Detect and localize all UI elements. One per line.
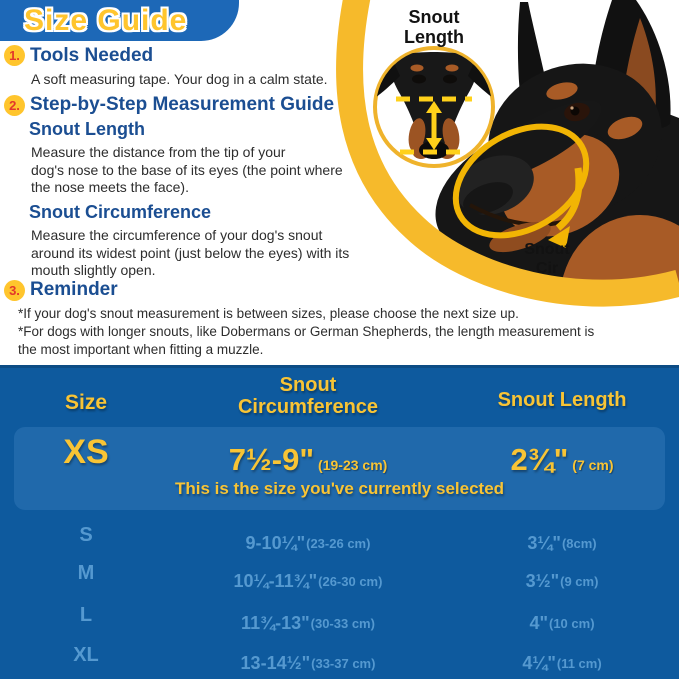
snout-circumference-loop xyxy=(452,123,590,248)
value-cm: (9 cm) xyxy=(560,574,599,589)
value-cm: (11 cm) xyxy=(556,656,602,671)
length-value: 3¼" (8cm) xyxy=(455,518,669,552)
value-inches: 10¼-11¾" xyxy=(233,571,318,591)
value-cm: (33-37 cm) xyxy=(311,656,376,671)
circumference-value: 13-14½" (33-37 cm) xyxy=(198,638,418,672)
page-title: Size Guide xyxy=(24,3,188,37)
table-row-xs: XS 7½-9" (19-23 cm) 2¾" (7 cm) xyxy=(14,427,665,479)
value-cm: (23-26 cm) xyxy=(306,536,371,551)
instruction-line: Measure the circumference of your dog's … xyxy=(31,227,323,243)
table-row-s: S 9-10¼" (23-26 cm) 3¼" (8cm) xyxy=(0,518,679,553)
snout-length-callout: Snout Length xyxy=(404,7,464,47)
note-line: the most important when fitting a muzzle… xyxy=(18,341,264,357)
circumference-value: 11¾-13" (30-33 cm) xyxy=(198,598,418,632)
swoosh-accent xyxy=(336,0,679,307)
snout-circumference-subheading: Snout Circumference xyxy=(29,202,212,222)
circumference-value: 9-10¼" (23-26 cm) xyxy=(198,518,418,552)
circumference-value: 10¼-11¾" (26-30 cm) xyxy=(198,556,418,590)
snout-length-subheading: Snout Length xyxy=(29,119,145,139)
selected-size-note: This is the size you've currently select… xyxy=(174,479,505,498)
table-row-m: M 10¼-11¾" (26-30 cm) 3½" (9 cm) xyxy=(0,556,679,591)
size-label: M xyxy=(77,561,95,584)
value-inches: 4¼" xyxy=(522,653,556,673)
value-inches: 7½-9" xyxy=(228,442,315,477)
column-header-circumference: Snout Circumference xyxy=(237,374,379,418)
reminder-note-1: *If your dog's snout measurement is betw… xyxy=(18,306,519,321)
reminder-note-2: *For dogs with longer snouts, like Dober… xyxy=(18,323,668,358)
value-cm: (30-33 cm) xyxy=(310,616,375,631)
table-row-xl: XL 13-14½" (33-37 cm) 4¼" (11 cm) xyxy=(0,638,679,673)
step-1-heading: Tools Needed xyxy=(30,45,154,66)
value-inches: 3¼" xyxy=(527,533,561,553)
step-2-heading: Step-by-Step Measurement Guide xyxy=(30,94,335,115)
value-inches: 2¾" xyxy=(510,442,569,477)
value-cm: (26-30 cm) xyxy=(318,574,383,589)
value-cm: (10 cm) xyxy=(549,616,595,631)
snout-circumference-instructions: Measure the circumference of your dog's … xyxy=(31,227,411,280)
column-header-size: Size xyxy=(64,391,108,414)
size-label: S xyxy=(79,523,93,546)
length-value: 3½" (9 cm) xyxy=(455,556,669,590)
step-2-badge: 2. xyxy=(4,95,25,116)
step-1-badge: 1. xyxy=(4,45,25,66)
size-table: Size Snout Circumference Snout Length XS… xyxy=(0,365,679,679)
value-inches: 13-14½" xyxy=(240,653,311,673)
note-line: *For dogs with longer snouts, like Dober… xyxy=(18,324,595,339)
size-label: L xyxy=(79,603,93,626)
snout-cir-callout: Snout Cir xyxy=(524,241,570,277)
instruction-line: dog's nose to the base of its eyes (the … xyxy=(31,161,343,178)
column-header-length: Snout Length xyxy=(497,389,627,411)
value-inches: 9-10¼" xyxy=(245,533,306,553)
title-bar: Size Guide xyxy=(0,0,239,41)
length-value: 4¼" (11 cm) xyxy=(455,638,669,672)
step-1-body: A soft measuring tape. Your dog in a cal… xyxy=(31,71,328,87)
instruction-line: mouth slightly open. xyxy=(31,262,156,278)
instruction-line: the nose meets the face). xyxy=(31,179,189,195)
measurement-marks xyxy=(396,96,472,155)
value-inches: 3½" xyxy=(525,571,560,591)
length-value: 4" (10 cm) xyxy=(455,598,669,632)
instruction-line: around its widest point (just below the … xyxy=(31,244,350,261)
table-row-l: L 11¾-13" (30-33 cm) 4" (10 cm) xyxy=(0,598,679,633)
doberman-illustration xyxy=(336,0,679,307)
snout-length-inset xyxy=(373,46,495,168)
snout-length-instructions: Measure the distance from the tip of you… xyxy=(31,144,401,197)
value-inches: 11¾-13" xyxy=(241,613,310,633)
value-cm: (7 cm) xyxy=(572,457,614,473)
value-inches: 4" xyxy=(529,613,548,633)
size-label: XL xyxy=(73,643,99,666)
value-cm: (19-23 cm) xyxy=(318,457,388,473)
size-label: XS xyxy=(63,432,109,471)
step-3-badge: 3. xyxy=(4,280,25,301)
instruction-line: Measure the distance from the tip of you… xyxy=(31,144,286,160)
selected-size-box: XS 7½-9" (19-23 cm) 2¾" (7 cm) This is t… xyxy=(14,427,665,510)
circumference-value: 7½-9" (19-23 cm) xyxy=(198,431,418,475)
value-cm: (8cm) xyxy=(561,536,597,551)
length-value: 2¾" (7 cm) xyxy=(452,431,672,475)
step-3-heading: Reminder xyxy=(30,279,118,300)
